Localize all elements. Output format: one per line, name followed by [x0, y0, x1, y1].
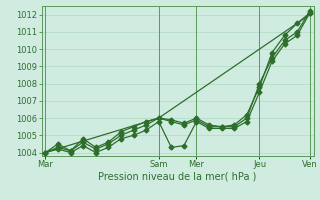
- X-axis label: Pression niveau de la mer( hPa ): Pression niveau de la mer( hPa ): [99, 172, 257, 182]
